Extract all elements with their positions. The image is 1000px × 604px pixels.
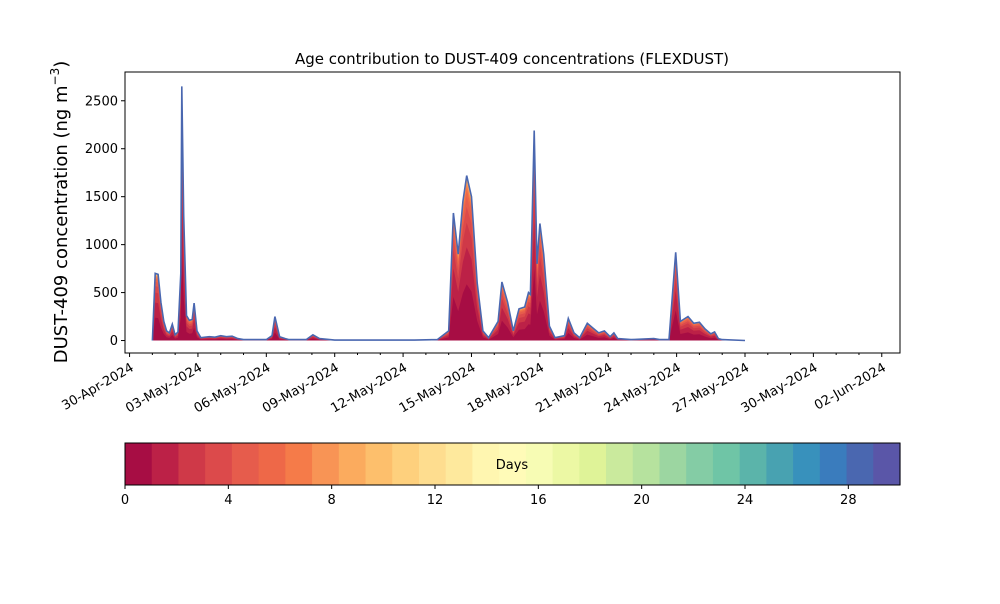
area-layer-15 xyxy=(152,86,746,341)
x-tick-label: 30-May-2024 xyxy=(739,360,821,416)
colorbar-label: Days xyxy=(496,458,529,473)
colorbar-tick-label: 24 xyxy=(737,493,754,508)
colorbar-tick-label: 4 xyxy=(224,493,232,508)
colorbar-swatch xyxy=(712,443,741,485)
area-layer-9 xyxy=(152,90,746,341)
colorbar xyxy=(125,443,901,485)
y-axis-label-main: DUST-409 concentration (ng m xyxy=(51,85,72,363)
x-tick-label: 02-Jun-2024 xyxy=(812,360,889,413)
colorbar-tick-label: 12 xyxy=(427,493,444,508)
area-layer-22 xyxy=(152,86,746,341)
y-tick-label: 500 xyxy=(93,286,118,301)
area-layer-11 xyxy=(152,88,746,341)
x-tick-label: 06-May-2024 xyxy=(192,360,274,416)
colorbar-tick-label: 20 xyxy=(633,493,650,508)
chart-title: Age contribution to DUST-409 concentrati… xyxy=(295,50,729,68)
area-layer-23 xyxy=(152,86,746,341)
area-layers xyxy=(151,86,746,342)
area-layer-27 xyxy=(152,86,746,341)
colorbar-tick-label: 28 xyxy=(840,493,857,508)
x-tick-label: 09-May-2024 xyxy=(260,360,342,416)
colorbar-swatch xyxy=(846,443,874,485)
colorbar-tick-label: 8 xyxy=(328,493,336,508)
total-outline xyxy=(151,86,746,342)
colorbar-swatch xyxy=(338,443,367,485)
colorbar-frame xyxy=(124,442,901,486)
area-layer-24 xyxy=(152,86,746,341)
area-layer-16 xyxy=(152,86,746,341)
area-layer-10 xyxy=(152,89,746,341)
colorbar-swatch xyxy=(579,443,607,485)
colorbar-swatch xyxy=(552,443,580,485)
colorbar-swatch xyxy=(819,443,848,485)
colorbar-swatch xyxy=(231,443,260,485)
colorbar-swatch xyxy=(525,443,554,485)
colorbar-ticks: 0 4 8 12 16 20 24 28 xyxy=(121,485,857,508)
colorbar-swatch xyxy=(125,443,153,485)
y-tick-label: 0 xyxy=(110,334,118,349)
y-tick-label: 2000 xyxy=(85,142,118,157)
x-tick-label: 21-May-2024 xyxy=(534,360,616,416)
colorbar-swatch xyxy=(151,443,180,485)
area-layer-26 xyxy=(152,86,746,341)
colorbar-swatch xyxy=(178,443,206,485)
colorbar-swatch xyxy=(686,443,714,485)
area-layer-6 xyxy=(152,100,746,341)
area-layer-18 xyxy=(152,86,746,341)
colorbar-swatch xyxy=(258,443,286,485)
area-layer-7 xyxy=(152,95,746,341)
colorbar-swatch xyxy=(632,443,661,485)
area-layer-5 xyxy=(152,107,746,341)
x-tick-label: 24-May-2024 xyxy=(602,360,684,416)
colorbar-swatch xyxy=(205,443,233,485)
x-tick-label: 27-May-2024 xyxy=(670,360,752,416)
area-layer-13 xyxy=(152,87,746,341)
x-tick-label: 18-May-2024 xyxy=(465,360,547,416)
colorbar-swatch xyxy=(606,443,634,485)
colorbar-swatch xyxy=(312,443,340,485)
area-layer-19 xyxy=(152,86,746,341)
colorbar-tick-label: 16 xyxy=(530,493,547,508)
y-axis-label-superscript: −3 xyxy=(48,68,62,86)
area-layer-20 xyxy=(152,86,746,341)
colorbar-swatch xyxy=(392,443,420,485)
y-axis-label: DUST-409 concentration (ng m−3) xyxy=(48,61,72,364)
y-tick-label: 2500 xyxy=(85,94,118,109)
colorbar-swatch xyxy=(365,443,393,485)
area-layer-4 xyxy=(152,118,746,341)
area-layer-25 xyxy=(152,86,746,341)
area-layer-3 xyxy=(152,134,746,341)
colorbar-swatch xyxy=(739,443,767,485)
colorbar-swatch xyxy=(285,443,313,485)
x-tick-label: 03-May-2024 xyxy=(123,360,205,416)
colorbar-swatch xyxy=(472,443,500,485)
colorbar-swatch xyxy=(766,443,794,485)
colorbar-swatch xyxy=(659,443,687,485)
area-layer-12 xyxy=(152,87,746,341)
plot-frame xyxy=(124,71,901,354)
y-axis-label-close: ) xyxy=(51,61,72,68)
colorbar-tick-label: 0 xyxy=(121,493,129,508)
area-layer-14 xyxy=(152,86,746,341)
y-tick-label: 1000 xyxy=(85,238,118,253)
area-layer-8 xyxy=(152,92,746,341)
x-tick-label: 12-May-2024 xyxy=(328,360,410,416)
area-layer-17 xyxy=(152,86,746,341)
x-axis: 30-Apr-202403-May-202406-May-202409-May-… xyxy=(59,353,889,416)
area-layer-28 xyxy=(152,86,746,341)
y-tick-label: 1500 xyxy=(85,190,118,205)
area-layer-21 xyxy=(152,86,746,341)
colorbar-swatch xyxy=(418,443,447,485)
colorbar-swatch xyxy=(445,443,474,485)
x-tick-label: 15-May-2024 xyxy=(397,360,479,416)
y-axis: 0 500 1000 1500 2000 2500 xyxy=(85,94,125,349)
colorbar-swatch xyxy=(873,443,901,485)
colorbar-swatch xyxy=(499,443,527,485)
colorbar-swatch xyxy=(793,443,821,485)
